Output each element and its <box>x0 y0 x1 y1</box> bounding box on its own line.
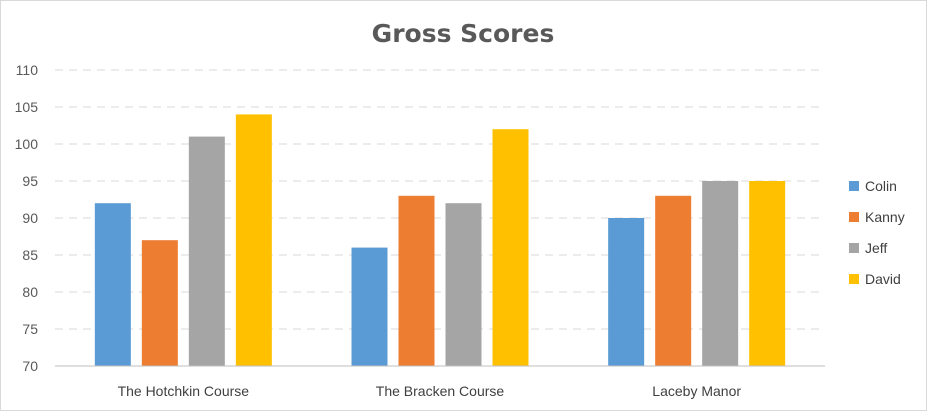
legend-swatch-jeff <box>849 243 859 253</box>
y-tick-label: 70 <box>22 358 38 374</box>
bar-colin-1 <box>94 203 131 366</box>
bar-david-3 <box>749 181 786 366</box>
bar-jeff-1 <box>188 136 225 366</box>
bar-david-1 <box>235 114 272 367</box>
y-tick-label: 95 <box>22 173 38 189</box>
x-category-label: The Hotchkin Course <box>118 383 250 399</box>
gridlines <box>55 69 825 330</box>
bar-kanny-2 <box>398 195 435 366</box>
y-tick-label: 105 <box>15 99 39 115</box>
bar-david-2 <box>492 129 529 366</box>
y-tick-label: 85 <box>22 247 38 263</box>
legend-label-kanny: Kanny <box>865 209 905 225</box>
x-category-label: Laceby Manor <box>652 383 741 399</box>
y-tick-label: 80 <box>22 284 38 300</box>
legend: Colin Kanny Jeff David <box>849 178 905 287</box>
y-axis-ticks: 70 75 80 85 90 95 100 105 110 <box>15 62 39 374</box>
y-tick-label: 90 <box>22 210 38 226</box>
legend-swatch-colin <box>849 181 859 191</box>
legend-label-colin: Colin <box>865 178 897 194</box>
bar-jeff-2 <box>445 203 482 366</box>
legend-label-jeff: Jeff <box>865 240 887 256</box>
bar-kanny-1 <box>141 240 178 366</box>
x-axis: The Hotchkin Course The Bracken Course Lac… <box>55 365 825 399</box>
legend-swatch-david <box>849 274 859 284</box>
bar-colin-2 <box>351 247 388 366</box>
y-tick-label: 100 <box>15 136 39 152</box>
bar-jeff-3 <box>702 181 739 366</box>
bar-colin-3 <box>608 218 645 366</box>
y-tick-label: 110 <box>16 62 39 78</box>
bar-kanny-3 <box>655 195 692 366</box>
x-category-label: The Bracken Course <box>376 383 505 399</box>
y-tick-label: 75 <box>22 321 38 337</box>
bars <box>94 114 786 367</box>
legend-swatch-kanny <box>849 212 859 222</box>
legend-label-david: David <box>865 271 901 287</box>
chart-title: Gross Scores <box>372 19 555 48</box>
